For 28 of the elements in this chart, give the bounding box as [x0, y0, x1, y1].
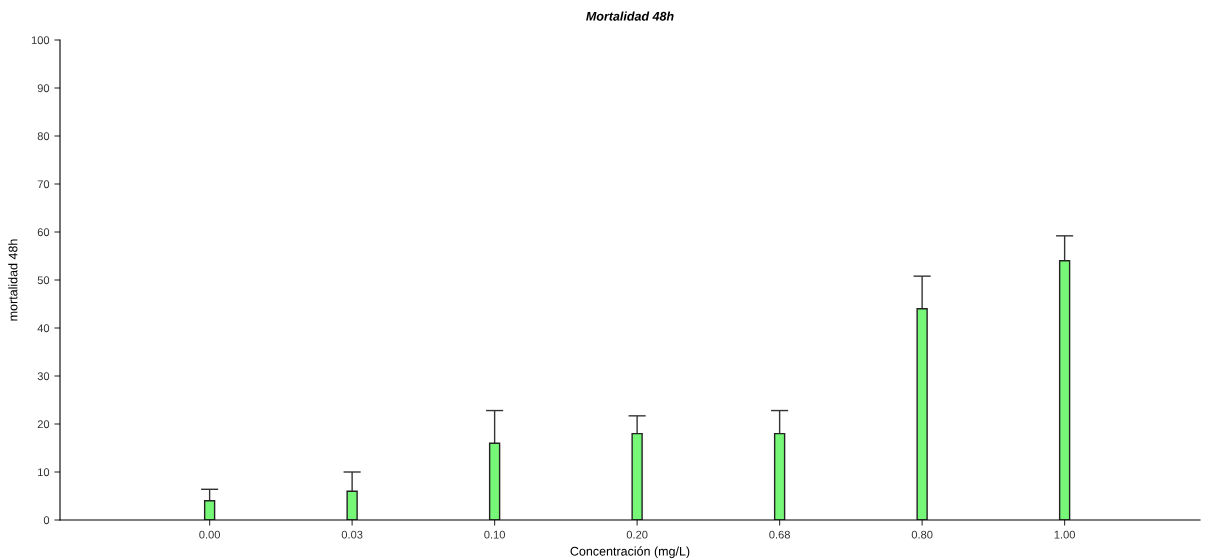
x-axis-title: Concentración (mg/L): [570, 546, 690, 559]
chart-title: Mortalidad 48h: [586, 11, 674, 21]
y-tick-label: 0: [43, 516, 50, 525]
bar: [773, 432, 786, 520]
y-tick-label: 50: [37, 276, 50, 285]
bar: [346, 490, 358, 520]
y-tick-label: 20: [37, 420, 50, 429]
x-tick-label: 0.03: [341, 530, 363, 539]
y-tick-label: 70: [37, 180, 50, 189]
x-tick-label: 0.00: [199, 530, 220, 539]
bar: [631, 432, 643, 520]
x-tick-label: 0.20: [626, 530, 648, 539]
x-tick-label: 0.10: [484, 530, 505, 539]
bar: [488, 442, 501, 520]
bar: [1058, 260, 1071, 520]
y-axis-title: mortalidad 48h: [8, 239, 18, 321]
y-tick-label: 90: [37, 84, 50, 93]
y-tick-label: 80: [37, 132, 50, 141]
y-tick-label: 30: [37, 372, 50, 381]
bar: [916, 308, 928, 520]
y-tick-label: 40: [37, 324, 50, 333]
y-tick-label: 10: [38, 468, 50, 477]
y-tick-label: 60: [37, 228, 50, 237]
y-tick-label: 100: [31, 36, 50, 45]
x-tick-label: 0.68: [769, 530, 790, 539]
x-tick-label: 1.00: [1054, 530, 1075, 539]
x-tick-label: 0.80: [911, 530, 933, 539]
bar: [203, 500, 216, 520]
